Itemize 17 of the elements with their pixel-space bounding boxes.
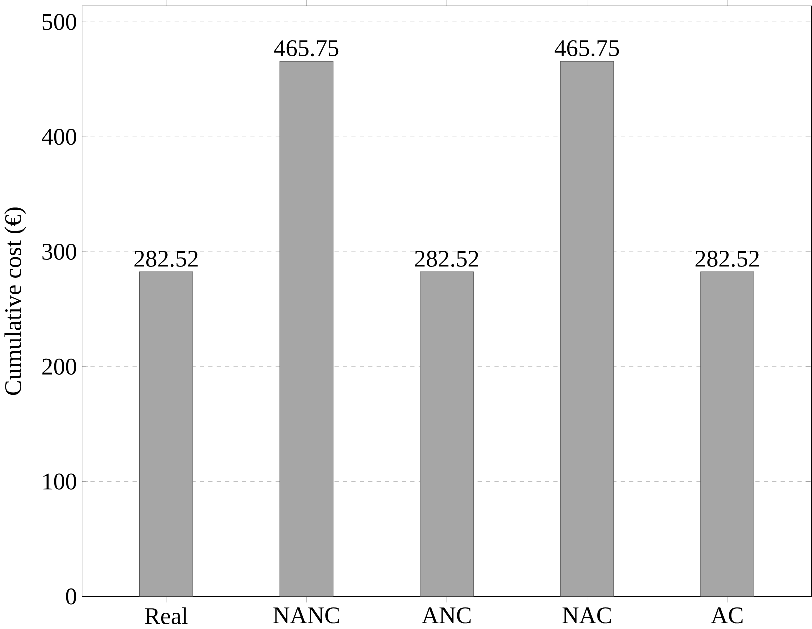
data-label: 465.75: [274, 40, 339, 57]
y-tick-label: 100: [44, 474, 76, 490]
y-tick-label: 400: [42, 129, 76, 146]
y-tick-label: 300: [42, 244, 76, 260]
x-tick-label: NANC: [274, 608, 340, 624]
y-tick-label: 200: [42, 358, 76, 375]
y-tick-label: 0: [66, 588, 76, 605]
x-tick-label: NAC: [562, 608, 612, 624]
x-tick-label: AC: [711, 608, 743, 624]
data-label: 465.75: [554, 40, 620, 57]
data-label: 282.52: [134, 250, 198, 268]
y-tick-label: 500: [42, 14, 76, 30]
x-tick-label: ANC: [422, 608, 471, 624]
x-tick-label: Real: [145, 608, 188, 624]
data-label: 282.52: [415, 250, 478, 268]
y-axis-title: Cumulative cost (€): [4, 208, 26, 396]
data-label: 282.52: [696, 250, 760, 268]
